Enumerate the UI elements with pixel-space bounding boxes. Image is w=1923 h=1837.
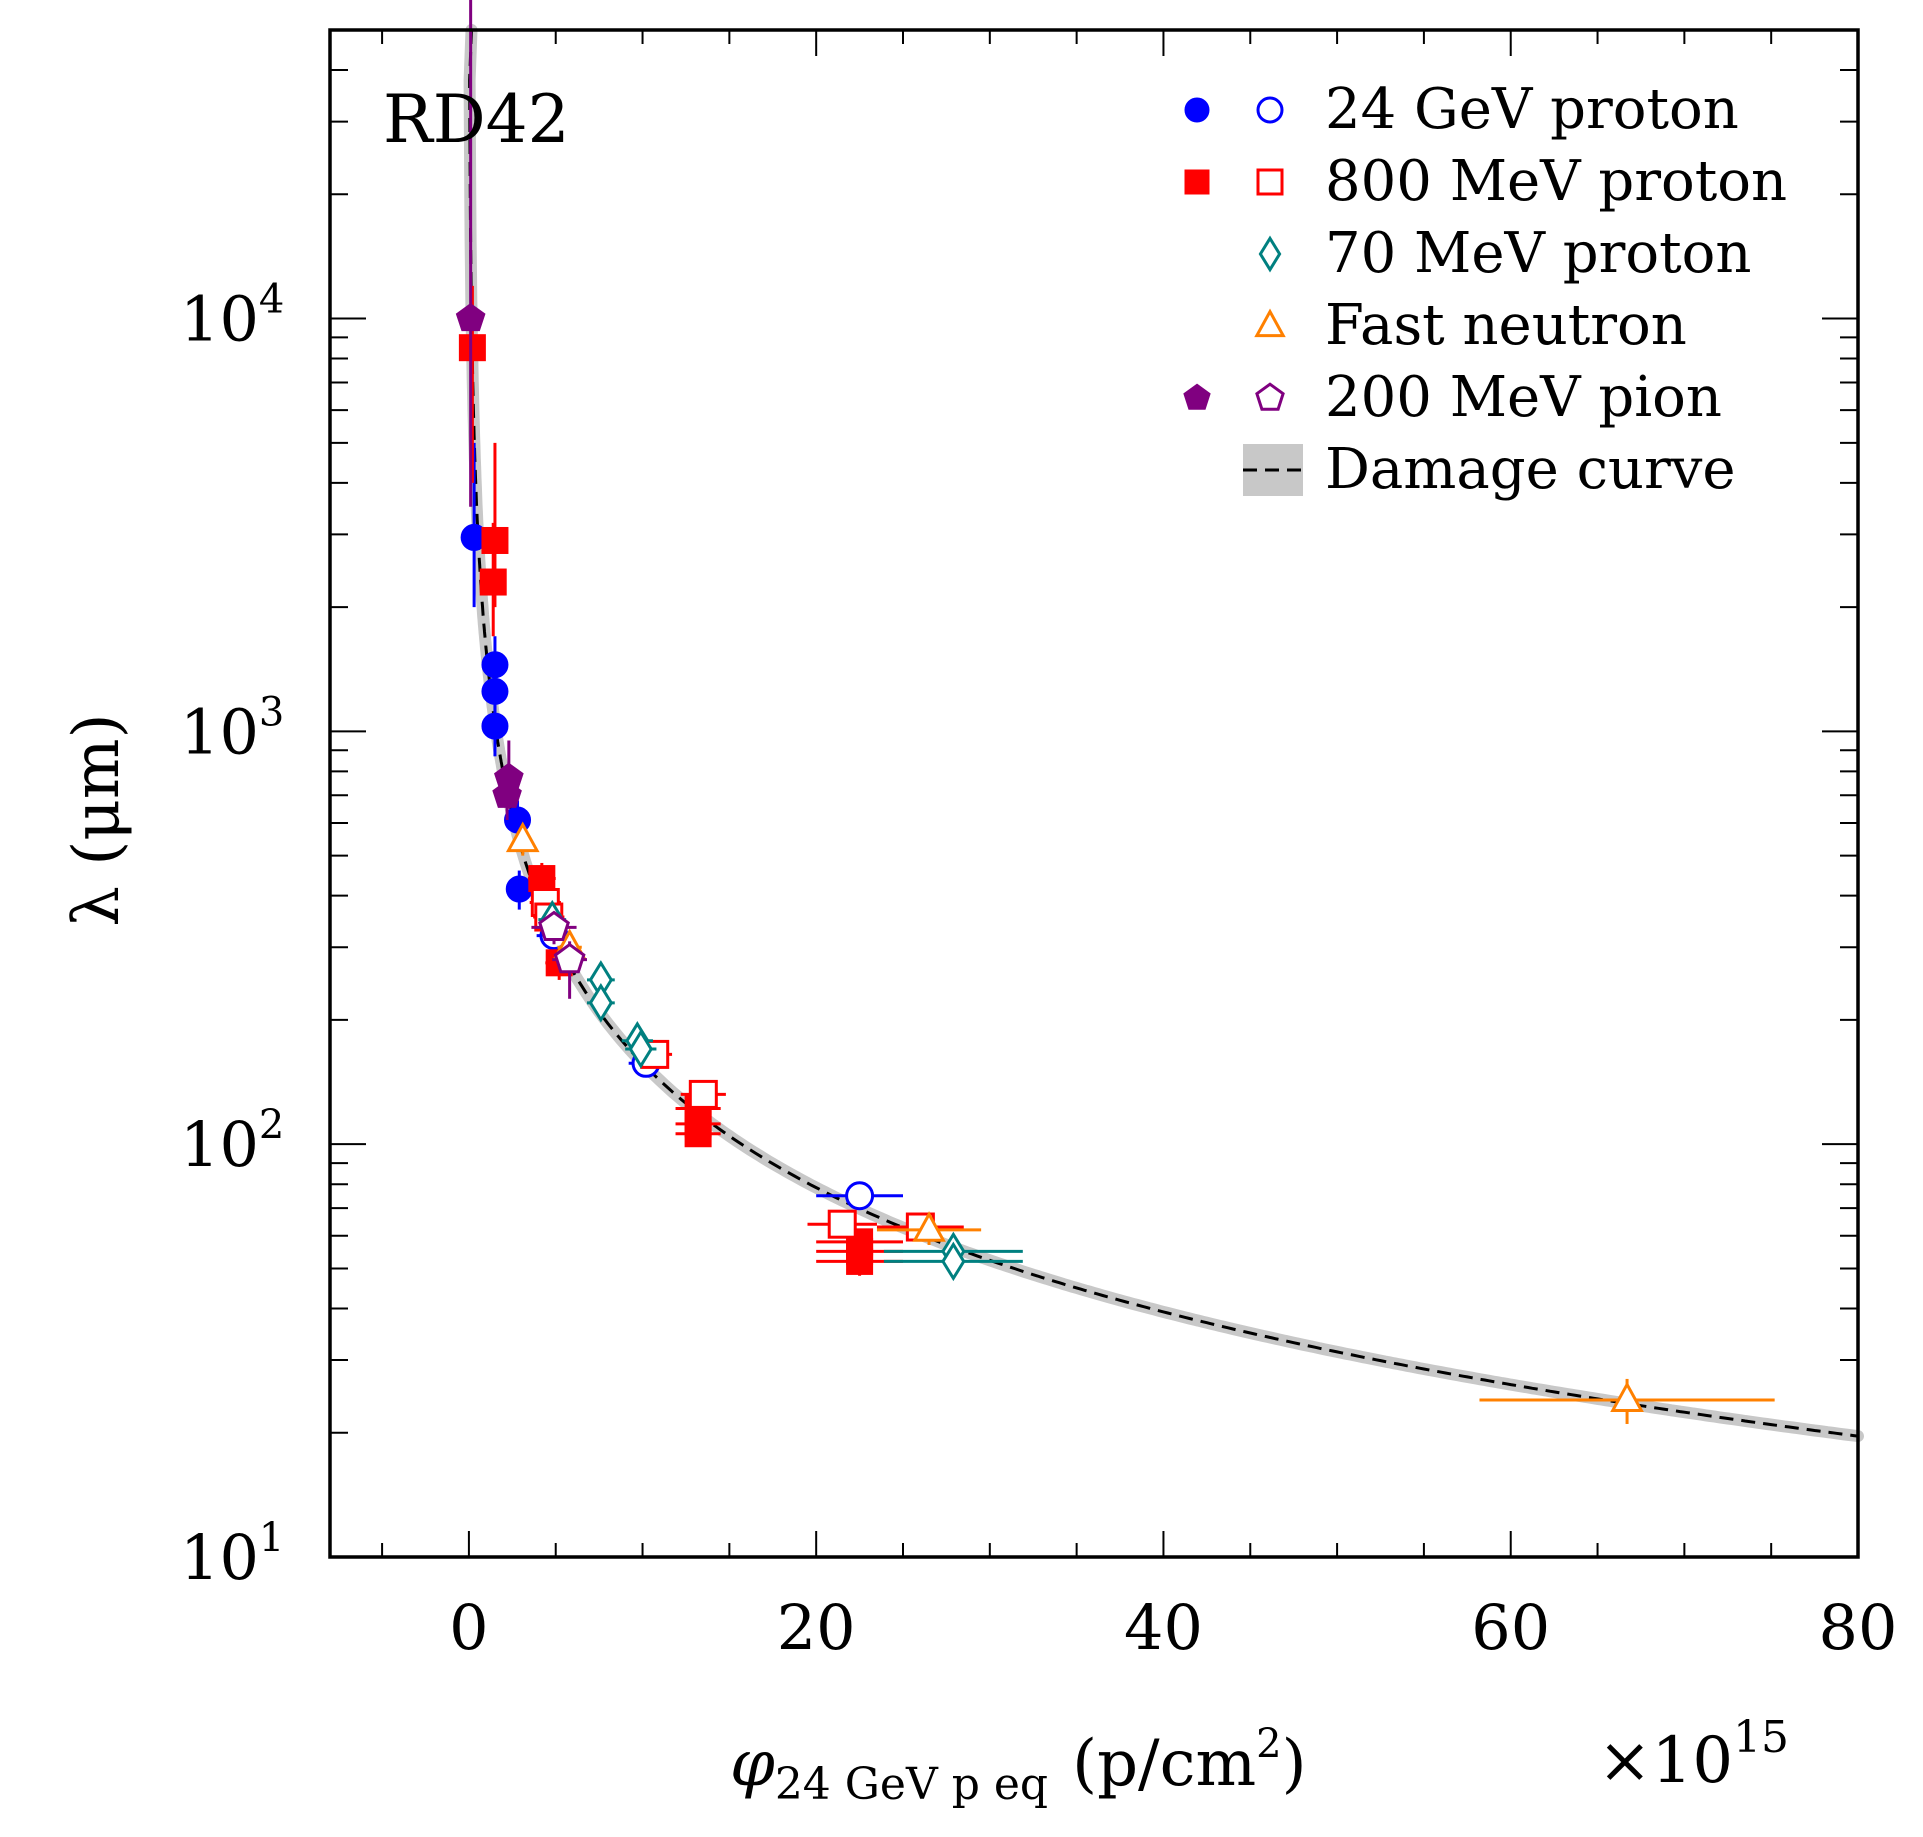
marker-circle (481, 712, 509, 740)
y-axis-label: λ (μm) (60, 713, 134, 926)
y-tick-label-exp: 1 (259, 1515, 284, 1561)
marker-triangle (505, 821, 540, 853)
data-point (680, 1079, 726, 1109)
data-point (1479, 1378, 1775, 1424)
y-tick-label-base: 10 (180, 283, 259, 356)
data-point (807, 1209, 877, 1239)
marker-triangle (1610, 1381, 1644, 1412)
x-tick-label: 20 (777, 1591, 856, 1664)
legend-entry-p70: 70 MeV proton (1258, 221, 1751, 286)
marker-triangle (912, 1211, 946, 1242)
data-point (455, 0, 486, 507)
y-tick-label: 102 (180, 1102, 284, 1181)
marker-square (479, 568, 507, 596)
y-tick-label: 104 (180, 277, 284, 356)
damage-curve-line (468, 29, 1859, 1438)
data-point (481, 698, 509, 757)
marker-square (684, 1120, 712, 1148)
legend-marker-circle (1256, 96, 1284, 124)
marker-pentagon (538, 910, 570, 941)
data-point (552, 941, 587, 999)
marker-diamond (941, 1241, 966, 1282)
marker-square (481, 526, 509, 554)
legend-marker-square (1184, 169, 1210, 195)
marker-square (846, 1247, 874, 1275)
legend-label: Damage curve (1325, 437, 1736, 502)
data-point (876, 1211, 982, 1245)
x-tick-label: 0 (449, 1591, 488, 1664)
legend-label: 70 MeV proton (1325, 221, 1751, 286)
data-point (883, 1241, 1023, 1282)
y-tick-label-exp: 4 (259, 277, 284, 323)
legend-label: 24 GeV proton (1325, 77, 1739, 142)
x-axis-units: (p/cm (1072, 1727, 1256, 1801)
legend-entry-p800: 800 MeV proton (1184, 149, 1787, 214)
x-axis-units-sup: 2 (1256, 1721, 1281, 1767)
series-circle-filled (460, 442, 533, 910)
y-tick-label: 103 (180, 689, 284, 768)
legend-marker-circle (1184, 97, 1210, 123)
y-tick-label-exp: 2 (259, 1102, 284, 1148)
legend-label: 200 MeV pion (1325, 365, 1722, 430)
x-tick-label: 60 (1471, 1591, 1550, 1664)
data-point (625, 1029, 657, 1069)
x-axis-units-close: ) (1282, 1727, 1307, 1801)
legend-marker-square (1256, 168, 1284, 196)
marker-square (688, 1079, 718, 1109)
legend-label: 800 MeV proton (1325, 149, 1787, 214)
marker-square (458, 334, 486, 362)
y-tick-label-base: 10 (180, 1108, 259, 1181)
y-tick-label: 101 (180, 1515, 284, 1594)
x-axis-multiplier-exp: 15 (1733, 1712, 1789, 1763)
data-point (531, 910, 577, 945)
series-triangle-open (505, 821, 1775, 1424)
data-point (675, 1120, 721, 1148)
x-axis-symbol: φ (730, 1727, 775, 1801)
legend-marker-pentagon (1183, 383, 1211, 410)
marker-pentagon (455, 302, 486, 332)
data-point (527, 862, 556, 896)
x-axis-label: φ24 GeV p eq (p/cm2) (730, 1721, 1307, 1810)
legend-marker-diamond (1258, 235, 1282, 273)
x-axis-subscript: 24 GeV p eq (775, 1759, 1048, 1810)
plot-frame (328, 28, 1860, 1559)
legend-marker-triangle (1254, 308, 1286, 338)
y-tick-label-exp: 3 (259, 689, 284, 735)
marker-circle (845, 1181, 875, 1211)
x-axis-multiplier-base: ×10 (1598, 1724, 1733, 1798)
legend-entry-pion: 200 MeV pion (1183, 365, 1722, 430)
x-tick-label: 40 (1124, 1591, 1203, 1664)
marker-diamond (628, 1029, 653, 1069)
series-pentagon-open (531, 910, 587, 999)
marker-square (528, 865, 556, 893)
data-point (479, 522, 507, 637)
experiment-label: RD42 (383, 81, 570, 158)
data-point (505, 821, 540, 856)
x-axis-multiplier: ×1015 (1598, 1712, 1789, 1798)
legend-entry-curve: Damage curve (1243, 437, 1736, 502)
marker-square (827, 1209, 857, 1239)
y-tick-label-base: 10 (180, 1521, 259, 1594)
legend-entry-p24: 24 GeV proton (1184, 77, 1739, 142)
y-tick-label-base: 10 (180, 695, 259, 768)
legend: 24 GeV proton 800 MeV proton 70 MeV proton… (1183, 77, 1787, 502)
data-point (460, 442, 488, 608)
marker-pentagon (553, 942, 586, 974)
data-point (492, 771, 522, 820)
marker-pentagon (492, 779, 522, 808)
legend-marker-pentagon (1255, 382, 1285, 411)
legend-entry-neutron: Fast neutron (1254, 293, 1687, 358)
marker-diamond (588, 983, 614, 1023)
data-point (505, 870, 533, 910)
data-point (816, 1181, 903, 1211)
series-pentagon-filled (455, 0, 524, 820)
data-points-layer (455, 0, 1775, 1424)
x-tick-label: 80 (1819, 1591, 1898, 1664)
data-point (586, 983, 615, 1023)
legend-label: Fast neutron (1325, 293, 1687, 358)
